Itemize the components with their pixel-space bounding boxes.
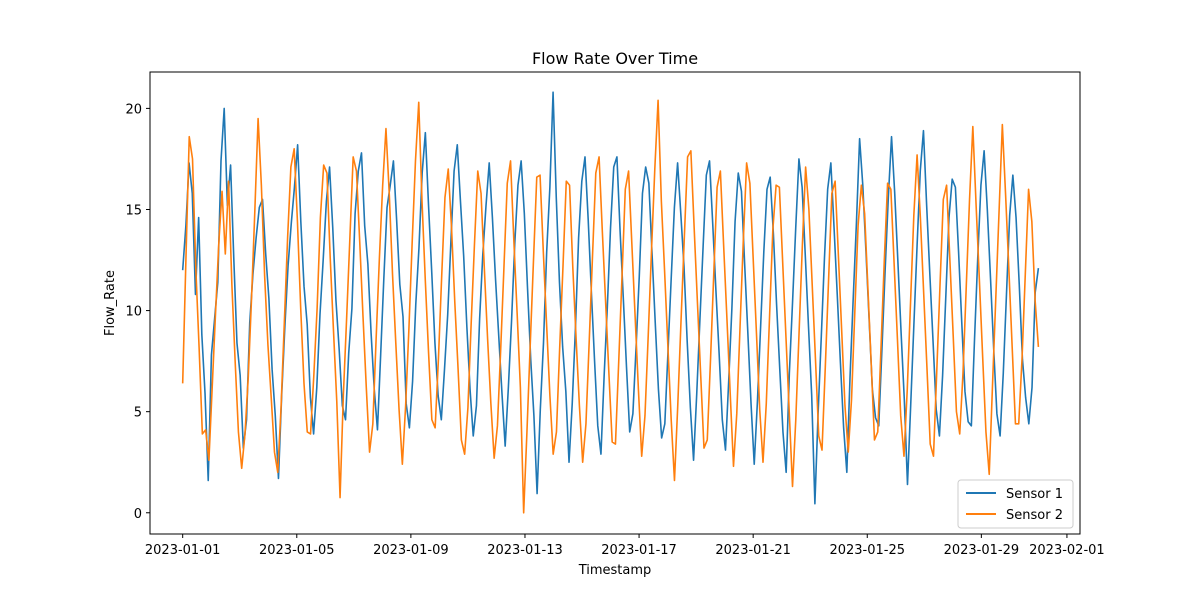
series-line-2	[181, 99, 1040, 514]
y-tick-label: 15	[125, 203, 142, 218]
y-tick-label: 10	[125, 305, 142, 320]
plot-lines	[181, 91, 1040, 514]
plot-frame	[149, 71, 1081, 535]
x-axis-title: Timestamp	[578, 563, 652, 578]
legend: Sensor 1 Sensor 2	[957, 479, 1074, 529]
x-tick-label: 2023-01-21	[715, 543, 791, 558]
x-tick-label: 2023-01-01	[145, 543, 221, 558]
x-axis-ticks: 2023-01-01 2023-01-05 2023-01-09 2023-01-13…	[145, 534, 1105, 558]
y-tick-label: 5	[134, 406, 142, 421]
y-tick-label: 0	[134, 507, 142, 522]
y-axis-ticks: 0 5 10 15 20	[125, 102, 150, 522]
legend-label-sensor-2: Sensor 2	[1006, 508, 1063, 523]
x-tick-label: 2023-01-25	[829, 543, 905, 558]
x-tick-label: 2023-02-01	[1029, 543, 1105, 558]
x-tick-label: 2023-01-05	[259, 543, 335, 558]
x-tick-label: 2023-01-13	[487, 543, 563, 558]
x-tick-label: 2023-01-29	[944, 543, 1020, 558]
series-line-1	[181, 91, 1040, 505]
chart-title: Flow Rate Over Time	[532, 49, 698, 68]
y-axis-title: Flow_Rate	[103, 270, 118, 336]
x-tick-label: 2023-01-17	[601, 543, 677, 558]
y-tick-label: 20	[125, 102, 142, 117]
x-tick-label: 2023-01-09	[373, 543, 449, 558]
legend-label-sensor-1: Sensor 1	[1006, 487, 1063, 502]
